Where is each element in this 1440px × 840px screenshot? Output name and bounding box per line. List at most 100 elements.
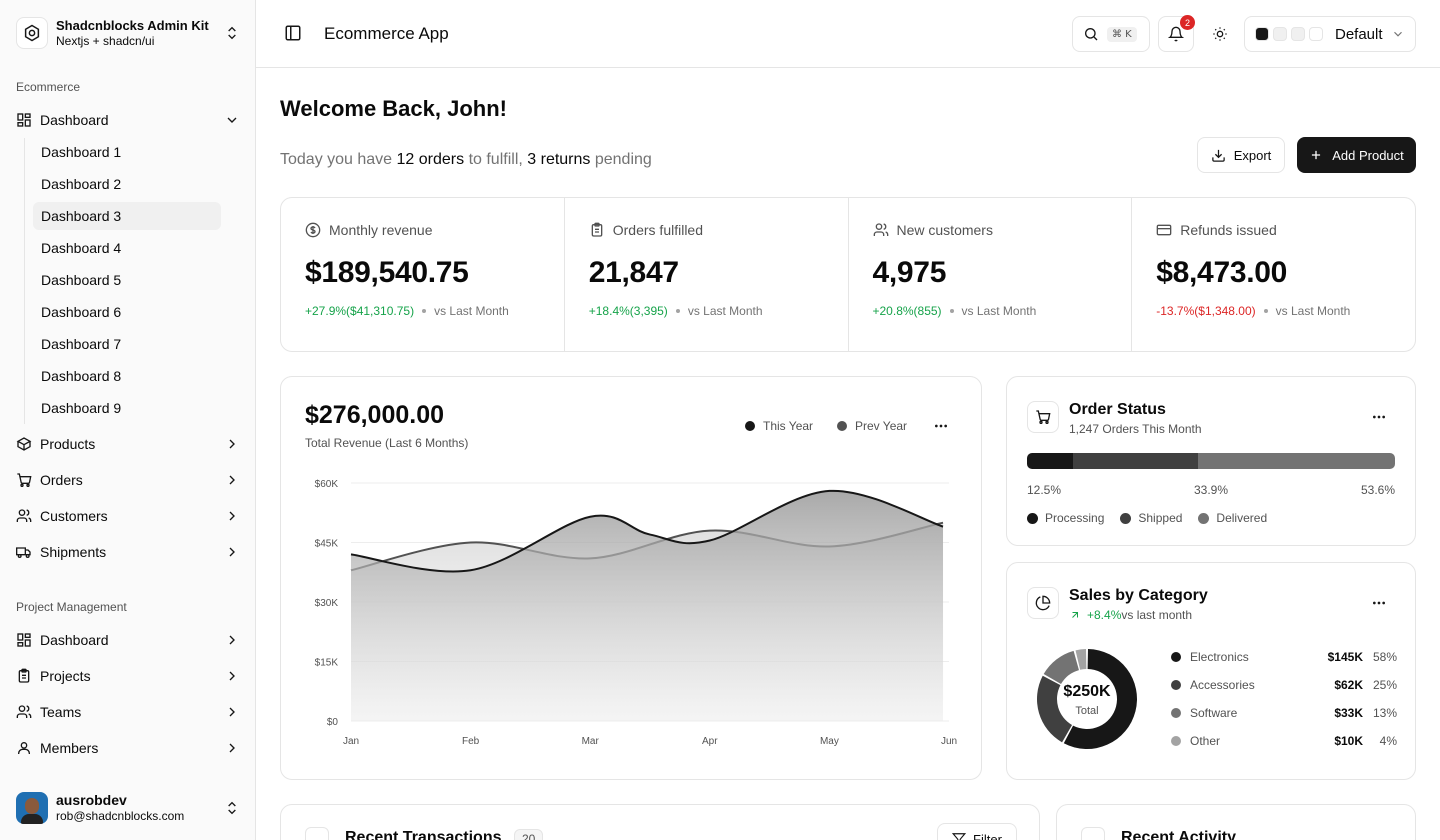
sidebar-item-customers[interactable]: Customers	[8, 500, 248, 532]
stat-value: 4,975	[872, 256, 947, 289]
sidebar-item-label: Teams	[40, 704, 82, 720]
users-icon	[16, 508, 32, 524]
sidebar-item-members[interactable]: Members	[8, 732, 248, 764]
stat-footer: +27.9%($41,310.75) vs Last Month	[305, 304, 540, 318]
dollar-circle-icon	[305, 222, 321, 238]
revenue-amount: $276,000.00	[305, 401, 445, 429]
theme-select[interactable]: Default	[1244, 16, 1416, 52]
avatar	[16, 792, 48, 824]
legend-dot	[837, 421, 847, 431]
stat-compare: vs Last Month	[1275, 304, 1351, 318]
y-tick-label: $60K	[315, 479, 339, 490]
sidebar-item-orders[interactable]: Orders	[8, 464, 248, 496]
search-button[interactable]: ⌘ K	[1072, 16, 1150, 52]
plus-icon	[1312, 150, 1321, 160]
stat-change: +18.4%(3,395)	[588, 304, 668, 318]
receipt-icon	[305, 827, 329, 840]
category-value: $33K	[1334, 706, 1363, 720]
notifications-button[interactable]	[1158, 16, 1194, 52]
stat-orders-fulfilled: Orders fulfilled 21,847 +18.4%(3,395) vs La…	[565, 198, 849, 351]
pie-chart-icon	[1027, 587, 1059, 619]
sidebar-item-label: Products	[40, 436, 96, 452]
chevron-right-icon	[224, 668, 240, 684]
sidebar-item-dashboard[interactable]: Dashboard	[8, 624, 248, 656]
legend-dot	[1198, 512, 1210, 524]
clipboard-icon	[16, 668, 32, 684]
more-options-button[interactable]	[1371, 595, 1387, 611]
sidebar-item-products[interactable]: Products	[8, 428, 248, 460]
sun-icon	[1213, 27, 1227, 41]
sidebar-item-label: Shipments	[40, 544, 107, 560]
sidebar-toggle-button[interactable]	[284, 24, 304, 44]
filter-icon	[952, 833, 967, 840]
sidebar-subitem-dashboard-5[interactable]: Dashboard 5	[41, 272, 122, 288]
welcome-title: Welcome Back, John!	[280, 96, 507, 121]
chevron-right-icon	[224, 544, 240, 560]
stats-card: Monthly revenue $189,540.75 +27.9%($41,310…	[280, 197, 1416, 352]
sidebar-subitem-dashboard-1[interactable]: Dashboard 1	[41, 144, 122, 160]
sidebar-item-projects[interactable]: Projects	[8, 660, 248, 692]
sidebar-subitem-dashboard-3[interactable]: Dashboard 3	[33, 202, 221, 230]
chevron-right-icon	[224, 436, 240, 452]
percent-shipped: 33.9%	[1193, 483, 1229, 497]
summary-orders: 12 orders	[396, 151, 465, 168]
theme-select-value: Default	[1335, 25, 1383, 43]
brand-subtitle: Nextjs + shadcn/ui	[56, 33, 155, 48]
sidebar-item-shipments[interactable]: Shipments	[8, 536, 248, 568]
stat-label: Refunds issued	[1180, 222, 1277, 238]
category-row-accessories: Accessories $62K 25%	[1171, 677, 1397, 693]
filter-button[interactable]: Filter	[937, 823, 1017, 840]
add-product-button-label: Add Product	[1332, 147, 1404, 163]
stat-header: Monthly revenue	[305, 222, 540, 238]
stat-footer: +18.4%(3,395) vs Last Month	[589, 304, 824, 318]
sidebar-item-label: Projects	[40, 668, 91, 684]
revenue-subtitle: Total Revenue (Last 6 Months)	[305, 436, 469, 450]
legend-shipped: Shipped	[1120, 511, 1182, 525]
credit-card-icon	[1156, 222, 1172, 238]
transactions-count-badge: 20	[514, 829, 544, 840]
sidebar-subitem-dashboard-4[interactable]: Dashboard 4	[41, 240, 122, 256]
category-value: $145K	[1327, 650, 1363, 664]
sidebar-subitem-dashboard-6[interactable]: Dashboard 6	[41, 304, 122, 320]
theme-swatch	[1309, 27, 1323, 41]
donut-slice-software	[1043, 650, 1079, 685]
brand-title: Shadcnblocks Admin Kit	[56, 17, 209, 33]
sidebar-subitem-dashboard-2[interactable]: Dashboard 2	[41, 176, 122, 192]
truck-icon	[16, 544, 32, 560]
sidebar-subitem-dashboard-8[interactable]: Dashboard 8	[41, 368, 122, 384]
add-product-button[interactable]: Add Product	[1297, 137, 1416, 173]
export-button-label: Export	[1233, 147, 1272, 163]
theme-toggle-button[interactable]	[1202, 16, 1238, 52]
layout-grid-icon	[16, 112, 32, 128]
series-line-this-year	[350, 489, 944, 573]
sidebar-item-teams[interactable]: Teams	[8, 696, 248, 728]
stat-header: Orders fulfilled	[589, 222, 824, 238]
separator-dot	[1263, 309, 1268, 313]
more-options-button[interactable]	[933, 418, 949, 434]
order-status-legend: Processing Shipped Delivered	[1027, 511, 1283, 525]
separator-dot	[675, 309, 680, 313]
stat-compare: vs Last Month	[687, 304, 763, 318]
donut-slice-electronics	[1063, 649, 1137, 749]
sales-by-category-card: Sales by Category +8.4% vs last month $2…	[1006, 562, 1416, 780]
order-status-subtitle: 1,247 Orders This Month	[1069, 422, 1202, 436]
export-button[interactable]: Export	[1197, 137, 1285, 173]
team-switcher[interactable]: Shadcnblocks Admin Kit Nextjs + shadcn/u…	[16, 16, 240, 50]
sidebar-item-dashboard[interactable]: Dashboard	[8, 104, 248, 136]
category-name: Accessories	[1190, 678, 1255, 692]
page-title: Ecommerce App	[324, 24, 449, 43]
user-menu[interactable]: ausrobdev rob@shadcnblocks.com	[16, 790, 240, 826]
category-value: $62K	[1334, 678, 1363, 692]
more-options-button[interactable]	[1371, 409, 1387, 425]
summary-middle: to fulfill,	[464, 151, 528, 168]
sidebar-subitem-dashboard-7[interactable]: Dashboard 7	[41, 336, 122, 352]
category-dot	[1171, 736, 1181, 746]
stat-footer: -13.7%($1,348.00) vs Last Month	[1156, 304, 1391, 318]
separator-dot	[422, 309, 427, 313]
sales-by-category-title: Sales by Category	[1069, 587, 1208, 604]
sidebar-subitem-dashboard-9[interactable]: Dashboard 9	[41, 400, 122, 416]
category-percent: 13%	[1372, 706, 1397, 720]
stat-label: New customers	[896, 222, 993, 238]
order-status-title: Order Status	[1069, 401, 1166, 418]
cart-icon	[1027, 401, 1059, 433]
